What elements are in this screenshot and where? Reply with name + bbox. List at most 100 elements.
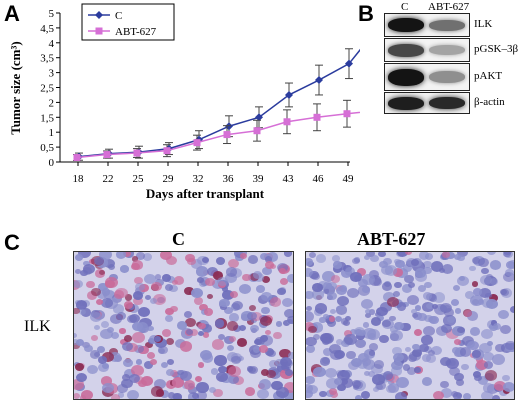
cell-nucleus: [336, 305, 343, 311]
cell-nucleus: [456, 326, 465, 334]
cell-nucleus: [396, 302, 407, 311]
cell-nucleus: [478, 258, 489, 268]
cell-nucleus: [101, 363, 109, 370]
cell-nucleus: [393, 321, 405, 331]
cell-nucleus: [484, 370, 498, 381]
cell-nucleus: [401, 284, 413, 293]
panel-label-b: B: [358, 1, 374, 26]
cell-nucleus: [472, 371, 482, 379]
cell-nucleus: [322, 347, 333, 356]
cell-nucleus: [247, 311, 258, 321]
cell-nucleus: [102, 288, 111, 296]
cell-nucleus: [158, 345, 169, 354]
cell-nucleus: [165, 256, 177, 266]
cell-nucleus: [467, 340, 479, 351]
cell-nucleus: [419, 343, 429, 353]
cell-nucleus: [457, 254, 465, 262]
cell-nucleus: [131, 260, 144, 270]
cell-nucleus: [214, 355, 227, 366]
cell-nucleus: [120, 265, 129, 273]
cell-nucleus: [306, 291, 315, 300]
cell-nucleus: [414, 305, 422, 311]
cell-nucleus: [261, 275, 270, 283]
band-actin-treatment: [429, 97, 465, 109]
cell-nucleus: [150, 386, 163, 397]
cell-nucleus: [313, 366, 326, 378]
cell-nucleus: [373, 360, 385, 370]
cell-nucleus: [165, 369, 174, 376]
x-tick-label: 25: [133, 173, 145, 185]
cell-nucleus: [422, 266, 432, 275]
cell-nucleus: [316, 254, 327, 264]
micrograph-treatment: [305, 251, 515, 400]
cell-nucleus: [253, 338, 262, 346]
cell-nucleus: [197, 362, 205, 368]
cell-nucleus: [344, 334, 357, 345]
cell-nucleus: [283, 252, 293, 257]
cell-nucleus: [455, 378, 464, 386]
cell-nucleus: [335, 285, 347, 295]
cell-nucleus: [169, 284, 178, 293]
cell-nucleus: [264, 261, 275, 270]
cell-nucleus: [228, 335, 237, 343]
cell-nucleus: [461, 363, 469, 370]
cell-nucleus: [195, 266, 209, 277]
cell-nucleus: [132, 321, 143, 331]
cell-nucleus: [400, 322, 411, 332]
cell-nucleus: [361, 390, 371, 399]
x-tick-label: 18: [73, 173, 85, 185]
y-tick-label: 4: [49, 38, 55, 50]
cell-nucleus: [239, 253, 247, 260]
cell-nucleus: [153, 294, 166, 305]
cell-nucleus: [190, 329, 199, 336]
cell-nucleus: [345, 267, 355, 276]
cell-nucleus: [101, 321, 110, 329]
cell-nucleus: [160, 252, 173, 261]
cell-nucleus: [97, 290, 107, 299]
data-point: [103, 151, 111, 159]
panel-label-c: C: [4, 230, 20, 255]
cell-nucleus: [501, 374, 510, 382]
cell-nucleus: [346, 350, 357, 360]
cell-nucleus: [225, 267, 238, 277]
cell-nucleus: [394, 282, 402, 289]
cell-nucleus: [456, 252, 469, 257]
cell-nucleus: [120, 338, 128, 345]
cell-nucleus: [453, 392, 463, 399]
cell-nucleus: [287, 315, 293, 324]
cell-nucleus: [207, 266, 218, 276]
cell-nucleus: [414, 367, 421, 373]
cell-nucleus: [134, 276, 143, 285]
cell-nucleus: [160, 362, 168, 369]
cell-nucleus: [449, 367, 460, 377]
cell-nucleus: [481, 298, 494, 308]
blot-strip-ilk: [384, 13, 470, 37]
cell-nucleus: [479, 342, 492, 354]
band-actin-control: [388, 97, 424, 110]
cell-nucleus: [433, 390, 445, 399]
cell-nucleus: [221, 289, 234, 300]
cell-nucleus: [135, 359, 143, 365]
cell-nucleus: [396, 252, 409, 257]
cell-nucleus: [454, 373, 464, 382]
y-tick-label: 0: [49, 157, 55, 169]
cell-nucleus: [78, 252, 92, 258]
y-axis-label: Tumor size (cm³): [8, 41, 23, 134]
cell-nucleus: [75, 373, 87, 383]
cell-nucleus: [195, 376, 203, 382]
cell-nucleus: [418, 252, 430, 261]
cell-nucleus: [199, 277, 211, 287]
cell-nucleus: [261, 306, 270, 314]
cell-nucleus: [184, 286, 194, 295]
cell-nucleus: [124, 294, 132, 301]
cell-nucleus: [482, 383, 494, 393]
cell-nucleus: [249, 304, 257, 311]
cell-nucleus: [198, 331, 205, 337]
cell-nucleus: [184, 311, 193, 318]
cell-nucleus: [105, 276, 119, 288]
data-point: [315, 76, 323, 85]
cell-nucleus: [213, 270, 224, 280]
cell-nucleus: [446, 328, 459, 340]
cell-nucleus: [219, 298, 230, 308]
cell-nucleus: [99, 252, 112, 260]
